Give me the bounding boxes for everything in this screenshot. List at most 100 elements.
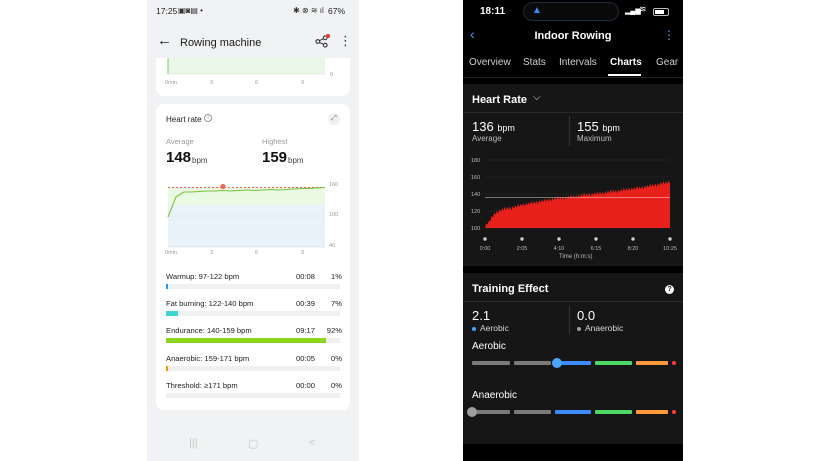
battery-icon [653, 8, 669, 16]
heart-rate-area-chart: 100 120 140 160 180 0:00 2:05 4:10 6:15 8:20 10:25 [471, 158, 677, 252]
x-tick-dot [483, 237, 487, 241]
more-options-icon[interactable]: ⋮ [339, 33, 352, 48]
zone-fat-burning: Fat burning: 122-140 bpm 00:39 7% [166, 299, 342, 317]
status-battery: 67% [327, 6, 345, 16]
zone-time: 00:00 [296, 381, 316, 390]
scale-segment [514, 410, 551, 414]
dynamic-island: ▲ [523, 2, 619, 21]
wifi-icon: ≋ [639, 4, 647, 14]
heart-rate-section: Heart Rate ⌵ 136 bpm Average 155 bpm Max… [463, 84, 683, 266]
highest-label: Highest [262, 137, 288, 146]
help-icon[interactable]: ? [665, 285, 674, 294]
average-number: 136 [472, 119, 494, 134]
y-tick-label: 120 [471, 209, 480, 215]
x-tick: 3 [210, 250, 214, 256]
zone-bar-track [166, 366, 340, 371]
zone-bar-track [166, 338, 340, 343]
back-arrow-icon[interactable]: ← [157, 32, 172, 49]
page-title: Rowing machine [180, 37, 262, 49]
zone-percent: 7% [331, 299, 342, 308]
anaerobic-heading: Anaerobic [472, 390, 518, 401]
zone-time: 00:08 [296, 272, 316, 281]
average-value: 148 [166, 149, 192, 166]
scale-segment [472, 361, 511, 365]
highest-value: 159 [262, 149, 288, 166]
app-header: ← Rowing machine ⋮ [147, 28, 359, 58]
x-tick-dot [631, 237, 635, 241]
tab-gear[interactable]: Gear [656, 57, 679, 68]
average-unit: bpm [192, 156, 208, 165]
x-tick-label: 4:10 [554, 246, 565, 252]
tab-charts[interactable]: Charts [610, 57, 642, 68]
y-tick: 100 [329, 212, 339, 218]
divider [569, 116, 570, 146]
x-tick-label: 8:20 [628, 246, 639, 252]
notification-icon: ▣◙▤ • [178, 6, 203, 15]
zone-time: 00:05 [296, 354, 316, 363]
zone-endurance: Endurance: 140-159 bpm 09:17 92% [166, 326, 342, 344]
notification-dot [326, 34, 330, 38]
heart-rate-title[interactable]: Heart Rate [472, 94, 528, 106]
navigation-icon: ▲ [532, 5, 542, 16]
zone-percent: 1% [331, 272, 342, 281]
anaerobic-value: 0.0 [577, 308, 596, 323]
x-tick-dot [668, 237, 672, 241]
x-tick: 6 [255, 250, 259, 256]
zone-warmup: Warmup: 97-122 bpm 00:08 1% [166, 272, 342, 290]
x-tick: 0min [165, 250, 177, 256]
zone-label: Endurance: 140-159 bpm [166, 326, 252, 335]
x-tick-label: 0:00 [480, 246, 491, 252]
aerobic-dot [472, 326, 476, 331]
training-effect-title: Training Effect [472, 283, 549, 295]
status-time: 18:11 [480, 6, 506, 17]
zone-time: 00:39 [296, 299, 316, 308]
scale-segment [671, 410, 676, 414]
recents-icon[interactable]: ||| [189, 437, 198, 449]
y-tick-label: 100 [471, 226, 480, 232]
home-icon[interactable]: ▢ [248, 438, 259, 450]
expand-icon[interactable]: ⤢ [328, 113, 340, 125]
x-tick-label: 2:05 [517, 246, 528, 252]
chevron-down-icon[interactable]: ⌵ [533, 92, 541, 103]
max-value: 155 bpm [577, 119, 620, 134]
x-tick: 9 [301, 80, 305, 86]
cellular-signal-icon: ▂▄▆ [625, 8, 641, 15]
zone-label: Warmup: 97-122 bpm [166, 272, 240, 281]
scale-segment [554, 410, 592, 414]
tab-intervals[interactable]: Intervals [559, 57, 597, 68]
tab-stats[interactable]: Stats [523, 57, 546, 68]
heart-rate-title: Heart rate [166, 115, 202, 124]
heart-rate-chart [167, 183, 326, 248]
tab-bar: Overview Stats Intervals Charts Gear [463, 52, 683, 78]
divider [463, 112, 683, 113]
share-icon[interactable] [315, 35, 328, 48]
tab-overview[interactable]: Overview [469, 57, 511, 68]
scale-segment [595, 410, 632, 414]
anaerobic-legend: Anaerobic [577, 323, 623, 333]
zone-percent: 92% [326, 326, 342, 335]
x-tick: 6 [255, 80, 259, 86]
heart-rate-line [167, 186, 326, 218]
scale-level-marker [551, 358, 562, 368]
info-icon[interactable]: i [204, 114, 212, 122]
y-tick-label: 180 [471, 158, 480, 164]
scale-segment [635, 410, 668, 414]
max-number: 155 [577, 119, 599, 134]
y-tick: 40 [329, 243, 336, 249]
zone-bar-track [166, 284, 340, 289]
android-nav-bar: ||| ▢ < [147, 428, 359, 461]
previous-chart-card: 0min 3 6 9 0 [156, 58, 350, 96]
zone-label: Fat burning: 122-140 bpm [166, 299, 254, 308]
x-tick: 0min [165, 80, 177, 86]
aerobic-scale [463, 357, 683, 369]
zone-label: Anaerobic: 159-171 bpm [166, 354, 250, 363]
zone-label: Threshold: ≥171 bpm [166, 381, 238, 390]
scale-level-marker [467, 407, 477, 417]
y-tick: 160 [329, 182, 339, 188]
zone-time: 09:17 [296, 326, 316, 335]
more-options-icon[interactable]: ⋮ [663, 28, 675, 42]
back-chevron-icon[interactable]: ‹ [470, 26, 475, 42]
active-tab-indicator [608, 74, 641, 76]
page-title: Indoor Rowing [534, 30, 612, 42]
back-icon[interactable]: < [309, 437, 316, 449]
